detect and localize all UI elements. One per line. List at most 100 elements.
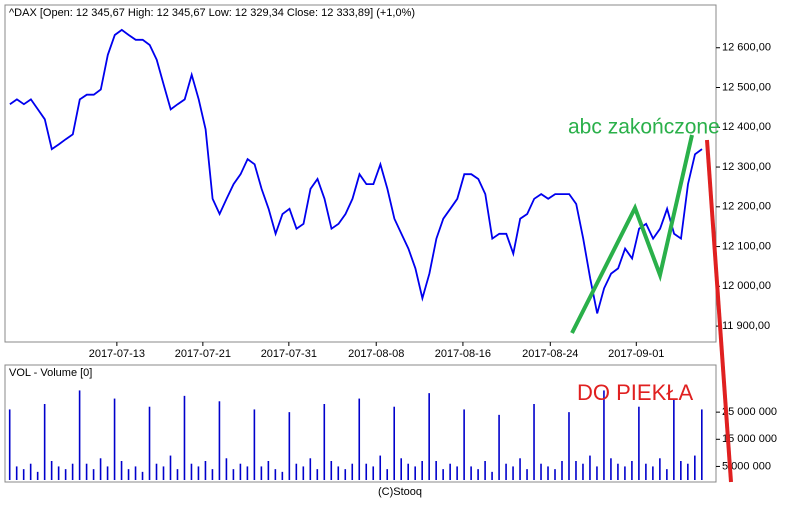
volume-bar [99,458,102,480]
volume-bar [568,412,570,480]
volume-bar [295,463,298,480]
volume-bar [659,458,661,480]
volume-bar [190,463,193,480]
volume-bar [610,458,612,480]
volume-bar [309,458,312,480]
volume-bar [393,406,396,480]
volume-bar [484,461,486,480]
volume-bar [50,461,53,480]
drawn-zigzag [570,134,694,334]
volume-bar [694,455,696,480]
volume-bar [372,466,375,480]
price-line [9,28,703,314]
y-tick-label: 12 200,00 [722,201,771,213]
volume-bar [603,390,605,480]
volume-bar [463,409,465,480]
volume-bar [624,466,626,480]
volume-bar [414,466,416,480]
volume-bar [225,458,228,480]
volume-bar [197,466,200,480]
volume-bar [554,469,556,480]
x-tick-label: 2017-09-01 [608,348,664,360]
volume-bar [631,461,633,480]
volume-bar [582,463,584,480]
volume-bar [379,455,382,480]
volume-bar [526,469,528,480]
volume-bar [64,469,67,480]
volume-bar [106,466,109,480]
y-tick-label: 12 600,00 [722,42,771,54]
y-tick-label: 11 900,00 [722,320,770,332]
volume-bar [15,466,18,480]
volume-bar [533,404,535,480]
volume-bar [211,469,214,480]
volume-bar [687,463,689,480]
volume-bar [43,404,46,480]
annotation: abc zakończone [568,116,720,139]
price-panel [4,4,717,343]
volume-bar [71,463,74,480]
volume-bar [232,469,235,480]
volume-panel [4,364,717,483]
volume-bar [561,461,563,480]
volume-bar [435,461,437,480]
volume-bar [666,469,668,480]
x-tick-label: 2017-07-13 [89,348,145,360]
y-tick-label: 25 000 000 [722,406,777,418]
volume-bar [351,463,354,480]
volume-bar [330,461,333,480]
volume-bar [617,463,619,480]
volume-bar [274,469,277,480]
volume-bar [400,458,402,480]
y-tick-label: 12 500,00 [722,81,771,93]
volume-bar [491,471,493,480]
volume-bar [183,395,186,480]
volume-bar [344,469,347,480]
volume-bar [680,461,682,480]
volume-bar [162,466,165,480]
volume-bar [505,463,507,480]
x-tick-label: 2017-08-16 [435,348,491,360]
x-tick-label: 2017-07-21 [175,348,231,360]
volume-bar [337,466,340,480]
volume-bar [85,463,88,480]
volume-bar [281,471,284,480]
volume-bar [169,455,172,480]
volume-bar [477,469,479,480]
y-tick-label: 12 000,00 [722,280,771,292]
volume-bar [358,398,361,480]
volume-bar [36,471,39,480]
volume-bar [22,469,25,480]
volume-bar [267,461,270,480]
volume-bar [127,469,130,480]
volume-bar [218,401,221,480]
volume-bar [204,461,207,480]
volume-bar [596,466,598,480]
volume-bar [120,461,123,480]
volume-bar [155,463,158,480]
volume-bar [239,463,242,480]
volume-bar [176,469,179,480]
volume-bar [288,412,291,480]
volume-bar [701,409,703,480]
volume-bar [652,466,654,480]
y-tick-label: 12 300,00 [722,161,771,173]
footer: (C)Stooq [378,486,422,498]
volume-bar [365,463,368,480]
volume-bar [316,469,319,480]
volume-bar [421,461,423,480]
x-tick-label: 2017-08-24 [522,348,578,360]
y-tick-label: 12 100,00 [722,240,771,252]
y-tick-label: 12 400,00 [722,121,771,133]
volume-bar [260,466,263,480]
volume-bar [148,406,151,480]
volume-bar [638,406,640,480]
annotation: DO PIEKŁA [577,380,693,405]
volume-bar [575,461,577,480]
x-tick-label: 2017-08-08 [348,348,404,360]
volume-bar [113,398,116,480]
volume-bar [29,463,32,480]
volume-bar [449,463,451,480]
volume-bar [253,409,256,480]
